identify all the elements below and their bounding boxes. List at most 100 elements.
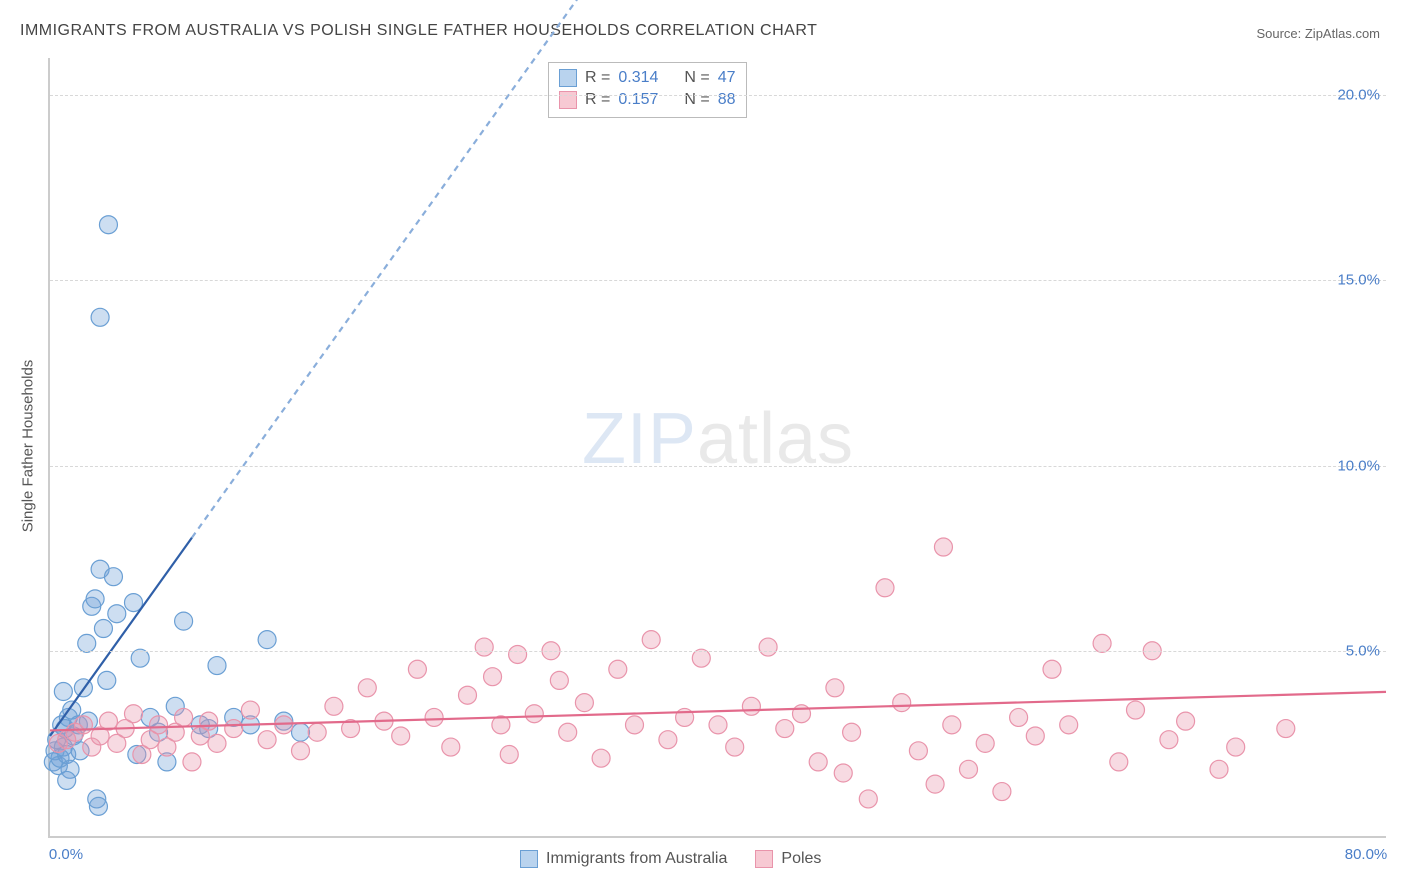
data-point (358, 679, 376, 697)
data-point (575, 694, 593, 712)
data-point (258, 631, 276, 649)
data-point (175, 708, 193, 726)
stats-legend-row: R = 0.314 N = 47 (559, 67, 736, 89)
data-point (993, 783, 1011, 801)
data-point (1043, 660, 1061, 678)
data-point (225, 720, 243, 738)
data-point (78, 634, 96, 652)
data-point (976, 734, 994, 752)
data-point (1127, 701, 1145, 719)
r-label: R = (585, 69, 610, 87)
data-point (926, 775, 944, 793)
data-point (325, 697, 343, 715)
trend-line-dashed (192, 0, 1386, 538)
data-point (74, 716, 92, 734)
data-point (592, 749, 610, 767)
grid-line (50, 280, 1386, 281)
x-tick-label: 0.0% (49, 846, 83, 863)
y-tick-label: 10.0% (1337, 457, 1380, 474)
data-point (86, 590, 104, 608)
data-point (759, 638, 777, 656)
n-label: N = (684, 69, 709, 87)
r-value: 0.157 (618, 91, 658, 109)
plot-svg (50, 58, 1386, 836)
data-point (292, 742, 310, 760)
data-point (150, 716, 168, 734)
legend-label: Immigrants from Australia (546, 850, 727, 868)
stats-legend: R = 0.314 N = 47 R = 0.157 N = 88 (548, 62, 747, 118)
data-point (609, 660, 627, 678)
data-point (1026, 727, 1044, 745)
data-point (1160, 731, 1178, 749)
data-point (809, 753, 827, 771)
chart-title: IMMIGRANTS FROM AUSTRALIA VS POLISH SING… (20, 22, 817, 40)
grid-line (50, 466, 1386, 467)
data-point (1277, 720, 1295, 738)
data-point (98, 671, 116, 689)
data-point (659, 731, 677, 749)
data-point (108, 605, 126, 623)
data-point (525, 705, 543, 723)
n-value: 88 (718, 91, 736, 109)
data-point (843, 723, 861, 741)
data-point (208, 657, 226, 675)
data-point (442, 738, 460, 756)
plot-area: ZIPatlas R =0.314N =47R =0.157N =88 (48, 58, 1386, 838)
grid-line (50, 651, 1386, 652)
data-point (99, 216, 117, 234)
legend-swatch (559, 91, 577, 109)
data-point (559, 723, 577, 741)
data-point (709, 716, 727, 734)
grid-line (50, 95, 1386, 96)
bottom-legend-item: Immigrants from Australia (520, 850, 727, 868)
data-point (208, 734, 226, 752)
y-tick-label: 5.0% (1346, 642, 1380, 659)
data-point (91, 308, 109, 326)
data-point (475, 638, 493, 656)
source-label: Source: ZipAtlas.com (1256, 26, 1380, 41)
data-point (241, 701, 259, 719)
data-point (425, 708, 443, 726)
n-value: 47 (718, 69, 736, 87)
data-point (175, 612, 193, 630)
data-point (1177, 712, 1195, 730)
x-tick-label: 80.0% (1345, 846, 1388, 863)
r-value: 0.314 (618, 69, 658, 87)
stats-legend-row: R = 0.157 N = 88 (559, 89, 736, 111)
legend-swatch (755, 850, 773, 868)
bottom-legend-item: Poles (755, 850, 821, 868)
bottom-legend: Immigrants from Australia Poles (520, 850, 821, 868)
legend-label: Poles (781, 850, 821, 868)
data-point (1010, 708, 1028, 726)
data-point (859, 790, 877, 808)
data-point (1110, 753, 1128, 771)
y-tick-label: 15.0% (1337, 272, 1380, 289)
data-point (550, 671, 568, 689)
data-point (692, 649, 710, 667)
r-label: R = (585, 91, 610, 109)
data-point (131, 649, 149, 667)
data-point (742, 697, 760, 715)
data-point (484, 668, 502, 686)
data-point (960, 760, 978, 778)
data-point (776, 720, 794, 738)
data-point (943, 716, 961, 734)
data-point (89, 797, 107, 815)
data-point (1227, 738, 1245, 756)
y-tick-label: 20.0% (1337, 87, 1380, 104)
legend-swatch (559, 69, 577, 87)
data-point (125, 705, 143, 723)
data-point (104, 568, 122, 586)
data-point (893, 694, 911, 712)
n-label: N = (684, 91, 709, 109)
data-point (909, 742, 927, 760)
data-point (642, 631, 660, 649)
data-point (292, 723, 310, 741)
data-point (934, 538, 952, 556)
data-point (200, 712, 218, 730)
data-point (834, 764, 852, 782)
data-point (408, 660, 426, 678)
data-point (459, 686, 477, 704)
data-point (54, 683, 72, 701)
data-point (726, 738, 744, 756)
